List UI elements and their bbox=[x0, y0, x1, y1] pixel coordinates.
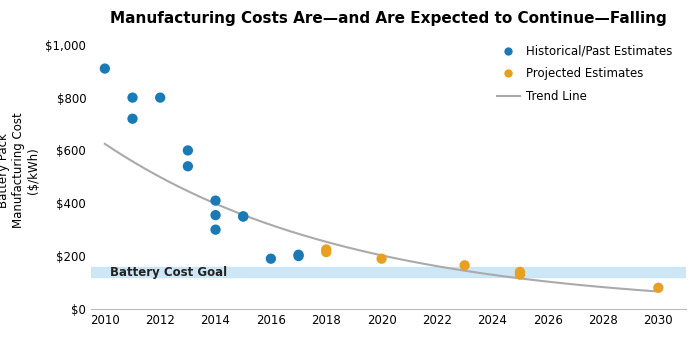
Point bbox=[265, 256, 276, 261]
Point bbox=[514, 269, 526, 275]
Point bbox=[210, 198, 221, 204]
Point bbox=[293, 253, 304, 259]
Y-axis label: Battery Pack
Manufacturing Cost
($/kWh): Battery Pack Manufacturing Cost ($/kWh) bbox=[0, 112, 40, 228]
Point bbox=[459, 263, 470, 268]
Point bbox=[237, 214, 248, 219]
Point bbox=[237, 214, 248, 219]
Point bbox=[127, 116, 138, 121]
Point bbox=[321, 247, 332, 252]
Point bbox=[321, 249, 332, 255]
Point bbox=[514, 272, 526, 277]
Point bbox=[182, 164, 193, 169]
Point bbox=[210, 212, 221, 218]
Point bbox=[182, 148, 193, 153]
Legend: Historical/Past Estimates, Projected Estimates, Trend Line: Historical/Past Estimates, Projected Est… bbox=[492, 40, 677, 108]
Point bbox=[376, 256, 387, 261]
Title: Manufacturing Costs Are—and Are Expected to Continue—Falling: Manufacturing Costs Are—and Are Expected… bbox=[110, 11, 667, 26]
Point bbox=[293, 252, 304, 258]
Point bbox=[652, 285, 664, 291]
Point bbox=[99, 66, 111, 71]
Text: Battery Cost Goal: Battery Cost Goal bbox=[111, 266, 228, 279]
Bar bbox=[91, 267, 686, 277]
Point bbox=[127, 95, 138, 100]
Point bbox=[155, 95, 166, 100]
Point bbox=[210, 227, 221, 232]
